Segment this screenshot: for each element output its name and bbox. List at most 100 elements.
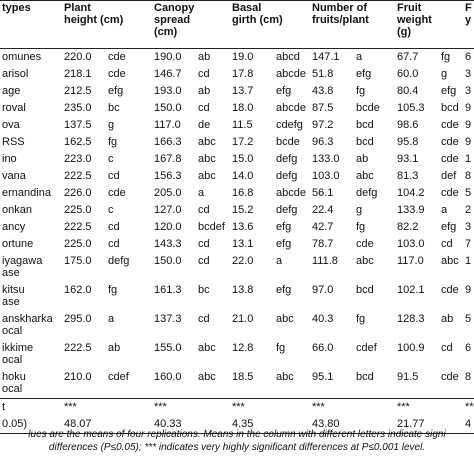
cell-letters: abcde — [276, 102, 306, 114]
cell-value: 210.0 — [64, 371, 92, 383]
genotype-text: iyagawa — [2, 255, 43, 267]
value-cell: 22.4 g — [310, 202, 395, 219]
value-cell: 3 — [463, 83, 474, 100]
cell-letters: efg — [441, 85, 457, 97]
cell-letters: fg — [108, 136, 118, 148]
cell-value: 9 — [465, 284, 472, 296]
table-row: kitsu ase 162.0 fg 161.3 bc 13.8 efg 97.0 bcd 102.… — [0, 282, 474, 311]
cell-value: 111.8 — [312, 255, 338, 267]
value-cell: 210.0 cdef — [62, 369, 152, 399]
value-cell: 167.8 abc — [152, 151, 230, 168]
cell-value: 103.0 — [397, 238, 425, 250]
cell-letters: bcd — [356, 371, 374, 383]
cell-letters: g — [356, 204, 363, 216]
header-text: spread — [154, 14, 191, 26]
cell-letters: def — [441, 170, 457, 182]
cell-letters: cd — [108, 221, 120, 233]
cell-value: 220.0 — [64, 51, 92, 63]
genotype-text: ortune — [2, 238, 34, 250]
cell-letters: abc — [276, 371, 294, 383]
cell-letters: ab — [198, 51, 211, 63]
cell-letters: efg — [276, 238, 292, 250]
value-cell: 137.5 g — [62, 117, 152, 134]
cell-value: 91.5 — [397, 371, 419, 383]
genotype-cell: hoku ocal — [0, 369, 62, 399]
genotype-text: hoku — [2, 371, 26, 383]
table-row: ino 223.0 c 167.8 abc 15.0 defg 133.0 ab 93.1 cde 1 — [0, 151, 474, 168]
value-cell: 56.1 defg — [310, 185, 395, 202]
header-text: Plant — [64, 2, 91, 14]
cell-letters: a — [276, 255, 283, 267]
cell-value: 155.0 — [154, 342, 182, 354]
cell-value: 82.2 — [397, 221, 419, 233]
cell-value: 16.8 — [232, 187, 254, 199]
value-cell: 13.6 efg — [230, 219, 310, 236]
cell-value: 162.5 — [64, 136, 92, 148]
cell-value: 6 — [465, 51, 472, 63]
cell-value: 212.5 — [64, 85, 92, 97]
cell-letters: abc — [198, 153, 216, 165]
genotype-cell: roval — [0, 100, 62, 117]
data-table: types Plant height (cm) Canopy spread (cm) Bas… — [0, 0, 474, 434]
value-cell: 9 — [463, 134, 474, 151]
genotype-text: age — [2, 85, 21, 97]
genotype-cell: ancy — [0, 219, 62, 236]
cell-value: 12.8 — [232, 342, 254, 354]
value-cell: 156.3 abc — [152, 168, 230, 185]
genotype-cell: age — [0, 83, 62, 100]
cell-letters: cde — [441, 187, 459, 199]
value-cell: 16.8 abcde — [230, 185, 310, 202]
cell-letters: efg — [108, 85, 124, 97]
cell-letters: cdefg — [276, 119, 303, 131]
lsd-cell: 40.33 — [152, 416, 230, 434]
cell-value: 1 — [465, 153, 472, 165]
value-cell: 22.0 a — [230, 253, 310, 282]
cell-value: 117.0 — [397, 255, 424, 267]
cell-value: 87.5 — [312, 102, 334, 114]
cell-value: 9 — [465, 119, 472, 131]
cell-value: 17.8 — [232, 68, 254, 80]
cell-value: 56.1 — [312, 187, 334, 199]
cell-value: 18.5 — [232, 371, 254, 383]
header-cell: Number of fruits/plant — [310, 0, 395, 49]
cell-value: 222.5 — [64, 170, 92, 182]
cell-letters: cd — [441, 238, 453, 250]
cell-letters: abcde — [276, 68, 306, 80]
value-cell: 162.0 fg — [62, 282, 152, 311]
cell-letters: cd — [441, 342, 453, 354]
cell-letters: abc — [198, 371, 216, 383]
cell-value: 147.1 — [312, 51, 340, 63]
table-row: RSS 162.5 fg 166.3 abc 17.2 bcde 96.3 bcd 95.8 cde… — [0, 134, 474, 151]
value-cell: 66.0 cdef — [310, 340, 395, 369]
genotype-text: ase — [2, 296, 20, 308]
cell-letters: efg — [441, 221, 457, 233]
cell-letters: abcd — [276, 51, 300, 63]
table-row: arisol 218.1 cde 146.7 cd 17.8 abcde 51.8 efg 60.… — [0, 66, 474, 83]
cell-letters: abc — [198, 136, 216, 148]
value-cell: 40.3 fg — [310, 311, 395, 340]
cell-value: 43.8 — [312, 85, 334, 97]
cell-letters: a — [441, 204, 448, 216]
value-cell: 150.0 cd — [152, 100, 230, 117]
value-cell: 5 — [463, 185, 474, 202]
header-text: (g) — [397, 26, 412, 38]
value-cell: 43.8 fg — [310, 83, 395, 100]
cell-value: 3 — [465, 221, 472, 233]
cell-letters: cdef — [108, 371, 129, 383]
value-cell: 117.0 de — [152, 117, 230, 134]
header-text: y — [465, 14, 472, 26]
cell-value: 78.7 — [312, 238, 334, 250]
genotype-text: anskharka — [2, 313, 53, 325]
header-text: Basal — [232, 2, 262, 14]
cell-letters: fg — [276, 342, 286, 354]
cell-letters: cde — [441, 371, 459, 383]
cell-value: 150.0 — [154, 255, 182, 267]
cell-value: 42.7 — [312, 221, 334, 233]
cell-letters: ab — [108, 342, 121, 354]
cell-value: 120.0 — [154, 221, 182, 233]
value-cell: 193.0 ab — [152, 83, 230, 100]
cell-value: 19.0 — [232, 51, 254, 63]
value-cell: 13.8 efg — [230, 282, 310, 311]
value-cell: 146.7 cd — [152, 66, 230, 83]
cell-value: 205.0 — [154, 187, 182, 199]
